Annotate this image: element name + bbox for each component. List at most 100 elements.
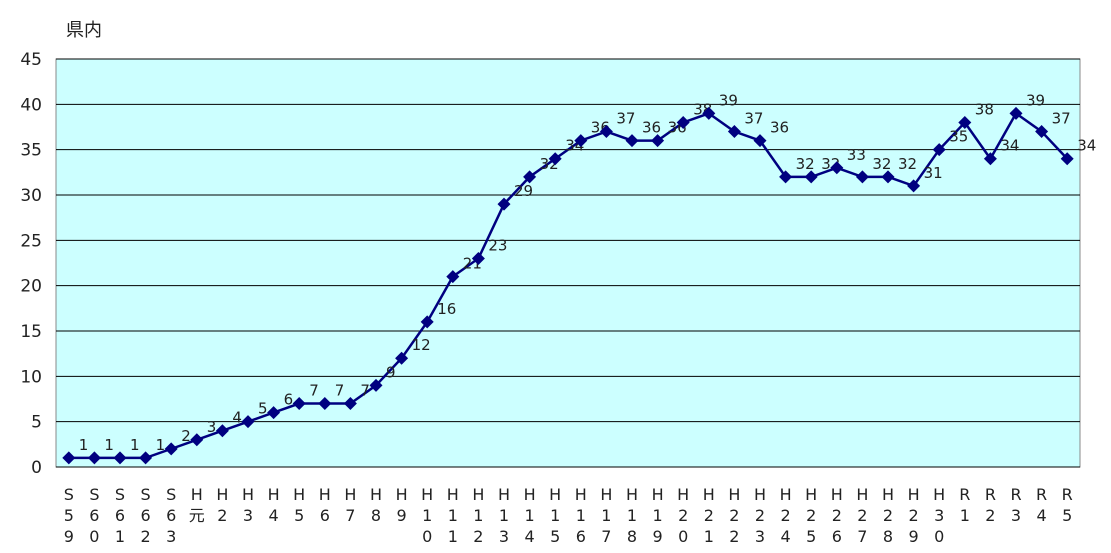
x-tick-label: 3 xyxy=(499,527,509,546)
x-tick-label: 5 xyxy=(64,506,74,525)
x-tick-label: 2 xyxy=(729,527,739,546)
x-tick-label: 4 xyxy=(1037,506,1047,525)
x-tick-label: 2 xyxy=(704,506,714,525)
x-tick-label: H xyxy=(216,485,228,504)
x-tick-label: 4 xyxy=(781,527,791,546)
data-point xyxy=(855,170,869,184)
data-label: 33 xyxy=(847,146,866,164)
y-tick-label: 45 xyxy=(20,50,42,70)
data-label: 16 xyxy=(437,300,456,318)
x-tick-label: 1 xyxy=(601,506,611,525)
data-point xyxy=(215,424,229,438)
x-tick-label: 2 xyxy=(909,506,919,525)
y-tick-label: 0 xyxy=(31,458,42,478)
data-label: 4 xyxy=(232,409,242,427)
x-tick-label: H xyxy=(805,485,817,504)
x-tick-label: 3 xyxy=(934,506,944,525)
plot-area xyxy=(55,58,1081,468)
data-label: 9 xyxy=(386,363,396,381)
data-point xyxy=(779,170,793,184)
x-tick-label: 1 xyxy=(473,506,483,525)
data-point xyxy=(420,315,434,329)
x-tick-label: 5 xyxy=(550,527,560,546)
data-point xyxy=(1009,106,1023,120)
x-tick-label: H xyxy=(703,485,715,504)
x-tick-label: R xyxy=(959,485,970,504)
y-tick-label: 25 xyxy=(20,231,42,251)
data-point xyxy=(523,170,537,184)
data-label: 1 xyxy=(156,436,166,454)
data-label: 7 xyxy=(360,382,370,400)
data-label: 39 xyxy=(1026,91,1045,109)
data-label: 37 xyxy=(616,110,635,128)
x-tick-label: H xyxy=(421,485,433,504)
x-tick-label: S xyxy=(89,485,99,504)
data-point xyxy=(727,125,741,139)
data-point xyxy=(804,170,818,184)
data-point xyxy=(702,106,716,120)
data-point xyxy=(369,378,383,392)
data-point xyxy=(1060,152,1074,166)
x-tick-label: 8 xyxy=(883,527,893,546)
x-tick-label: 2 xyxy=(883,506,893,525)
x-tick-label: 1 xyxy=(499,506,509,525)
y-tick-label: 10 xyxy=(20,367,42,387)
x-tick-label: 2 xyxy=(473,527,483,546)
x-tick-label: 5 xyxy=(294,506,304,525)
x-tick-label: 0 xyxy=(89,527,99,546)
data-point xyxy=(395,351,409,365)
x-tick-label: 6 xyxy=(141,506,151,525)
x-tick-label: H xyxy=(268,485,280,504)
y-tick-label: 20 xyxy=(20,277,42,297)
x-tick-label: H xyxy=(370,485,382,504)
x-tick-label: 6 xyxy=(115,506,125,525)
data-label: 32 xyxy=(872,155,891,173)
data-point xyxy=(625,134,639,148)
data-label: 1 xyxy=(130,436,140,454)
data-label: 31 xyxy=(924,164,943,182)
x-tick-label: 1 xyxy=(448,506,458,525)
x-tick-label: H xyxy=(780,485,792,504)
data-label: 32 xyxy=(796,155,815,173)
x-tick-label: H xyxy=(524,485,536,504)
x-tick-label: 6 xyxy=(166,506,176,525)
data-label: 34 xyxy=(1000,137,1019,155)
x-tick-label: 6 xyxy=(320,506,330,525)
data-label: 6 xyxy=(284,391,294,409)
y-tick-label: 35 xyxy=(20,141,42,161)
x-tick-label: 6 xyxy=(576,527,586,546)
x-tick-label: H xyxy=(856,485,868,504)
data-label: 38 xyxy=(975,100,994,118)
data-label: 3 xyxy=(207,418,217,436)
x-tick-label: 1 xyxy=(550,506,560,525)
data-label: 7 xyxy=(309,382,319,400)
data-label: 1 xyxy=(79,436,89,454)
x-tick-label: 1 xyxy=(627,506,637,525)
data-point xyxy=(958,115,972,129)
data-label: 35 xyxy=(949,128,968,146)
data-label: 36 xyxy=(770,119,789,137)
x-tick-label: S xyxy=(115,485,125,504)
x-tick-label: S xyxy=(141,485,151,504)
data-label: 32 xyxy=(898,155,917,173)
x-tick-label: H xyxy=(319,485,331,504)
x-tick-label: 1 xyxy=(422,506,432,525)
x-tick-label: 1 xyxy=(576,506,586,525)
data-label: 5 xyxy=(258,400,268,418)
x-tick-label: 2 xyxy=(678,506,688,525)
data-point xyxy=(318,397,332,411)
x-tick-label: 5 xyxy=(806,527,816,546)
data-point xyxy=(241,415,255,429)
data-point xyxy=(62,451,76,465)
x-tick-label: H xyxy=(728,485,740,504)
x-tick-label: S xyxy=(166,485,176,504)
data-label: 37 xyxy=(1052,110,1071,128)
data-label: 23 xyxy=(488,236,507,254)
x-tick-label: 2 xyxy=(755,506,765,525)
data-point xyxy=(830,161,844,175)
x-tick-label: 2 xyxy=(781,506,791,525)
data-point xyxy=(932,143,946,157)
x-tick-label: 2 xyxy=(857,506,867,525)
x-tick-label: 9 xyxy=(653,527,663,546)
